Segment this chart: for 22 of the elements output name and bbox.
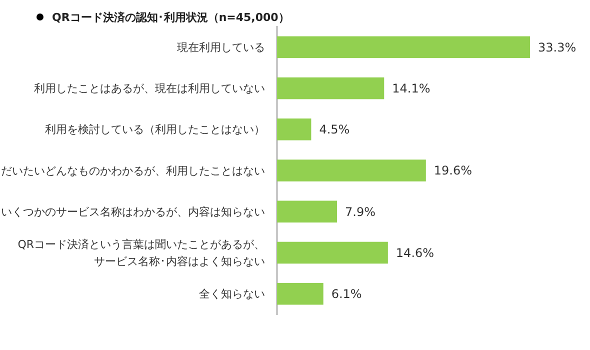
bar xyxy=(277,242,388,264)
y-tick-label: 利用を検討している（利用したことはない） xyxy=(45,123,265,136)
data-label: 19.6% xyxy=(434,164,472,178)
y-tick-label: 利用したことはあるが、現在は利用していない xyxy=(34,82,265,96)
y-tick-label: QRコード決済という言葉は聞いたことがあるが、サービス名称･内容はよく知らない xyxy=(18,238,265,268)
bar xyxy=(277,77,384,100)
y-tick-label: だいたいどんなものかわかるが、利用したことはない xyxy=(1,164,265,178)
y-tick-label: 現在利用している xyxy=(177,41,265,54)
bar xyxy=(277,36,530,58)
data-label: 14.6% xyxy=(396,246,434,260)
data-label: 14.1% xyxy=(392,81,430,96)
bar xyxy=(277,200,338,223)
bar xyxy=(277,118,312,140)
data-label: 7.9% xyxy=(345,204,376,219)
bar xyxy=(277,282,324,305)
text: QRコード決済の認知･利用状況（n=45,000） xyxy=(52,10,290,24)
data-label: 33.3% xyxy=(538,40,576,54)
data-label: 4.5% xyxy=(319,122,350,137)
data-label: 6.1% xyxy=(331,287,362,302)
bar xyxy=(277,160,426,182)
y-tick-label: いくつかのサービス名称はわかるが、内容は知らない xyxy=(1,205,265,218)
y-tick-label: 全く知らない xyxy=(199,288,265,301)
